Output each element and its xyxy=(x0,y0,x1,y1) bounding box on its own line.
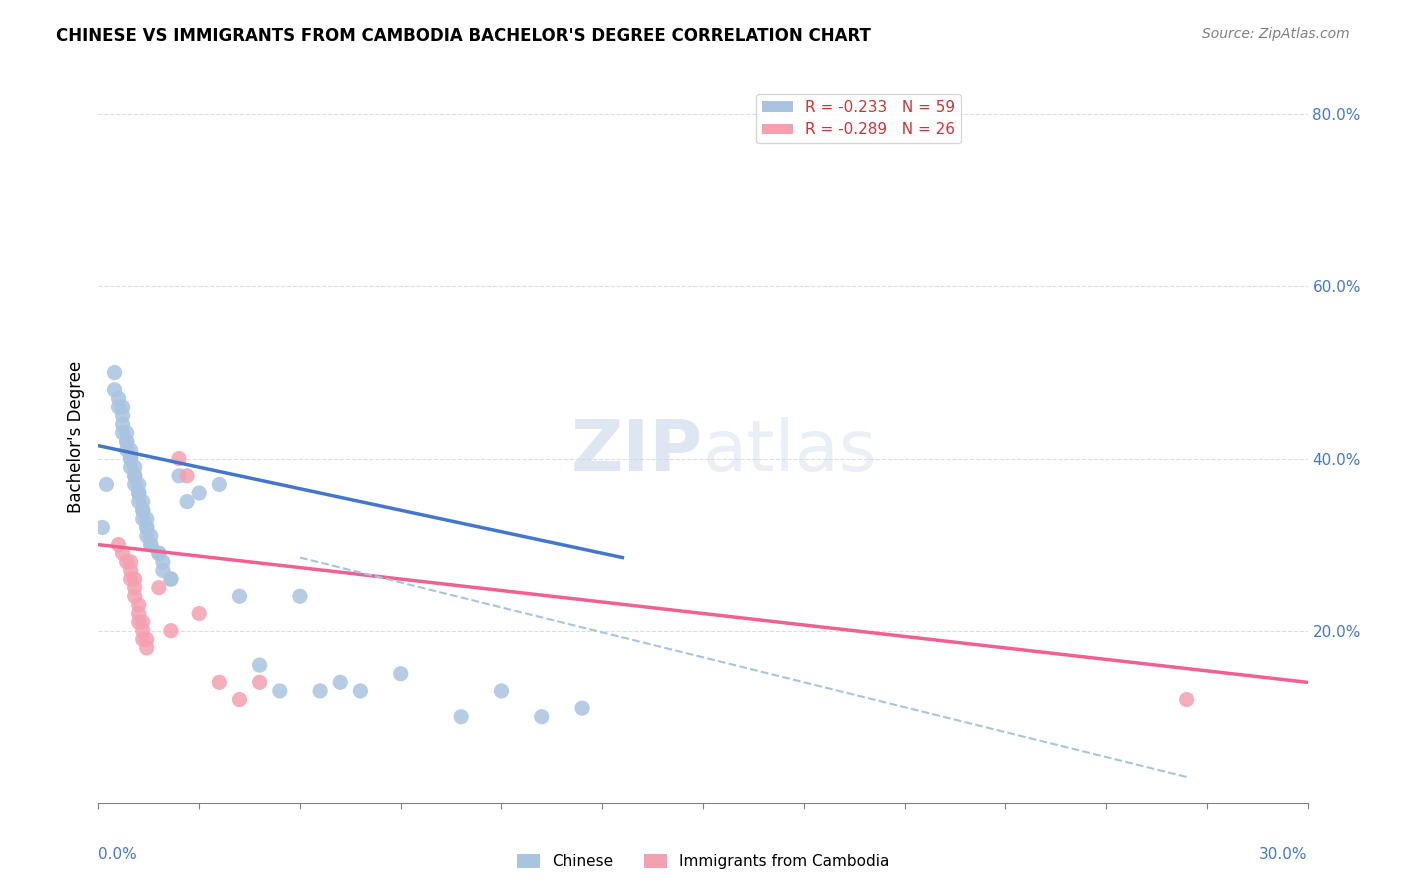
Point xyxy=(139,538,162,552)
Point xyxy=(139,529,162,543)
Point xyxy=(115,442,138,457)
Point xyxy=(152,564,174,578)
Point xyxy=(188,607,211,621)
Y-axis label: Bachelor's Degree: Bachelor's Degree xyxy=(66,361,84,513)
Text: CHINESE VS IMMIGRANTS FROM CAMBODIA BACHELOR'S DEGREE CORRELATION CHART: CHINESE VS IMMIGRANTS FROM CAMBODIA BACH… xyxy=(56,27,872,45)
Point xyxy=(124,468,146,483)
Point xyxy=(176,494,198,508)
Point xyxy=(349,684,371,698)
Point xyxy=(309,684,332,698)
Point xyxy=(132,632,155,647)
Point xyxy=(132,494,155,508)
Point xyxy=(120,451,142,466)
Point xyxy=(124,460,146,475)
Point xyxy=(132,503,155,517)
Text: Source: ZipAtlas.com: Source: ZipAtlas.com xyxy=(1202,27,1350,41)
Point xyxy=(135,512,157,526)
Point xyxy=(107,538,129,552)
Point xyxy=(128,598,150,612)
Text: atlas: atlas xyxy=(703,417,877,486)
Point xyxy=(249,658,271,673)
Point xyxy=(111,400,134,414)
Point xyxy=(128,607,150,621)
Point xyxy=(103,383,125,397)
Point xyxy=(115,425,138,440)
Point xyxy=(1175,692,1198,706)
Point xyxy=(491,684,513,698)
Point xyxy=(111,546,134,560)
Point xyxy=(107,400,129,414)
Point xyxy=(135,529,157,543)
Point xyxy=(148,581,170,595)
Point xyxy=(111,417,134,432)
Point xyxy=(269,684,291,698)
Point xyxy=(124,581,146,595)
Point xyxy=(530,710,553,724)
Point xyxy=(135,640,157,655)
Point xyxy=(124,477,146,491)
Point xyxy=(135,520,157,534)
Point xyxy=(96,477,118,491)
Text: ZIP: ZIP xyxy=(571,417,703,486)
Point xyxy=(228,589,250,603)
Point xyxy=(152,555,174,569)
Point xyxy=(132,615,155,629)
Point xyxy=(120,564,142,578)
Point xyxy=(120,451,142,466)
Point xyxy=(450,710,472,724)
Text: 30.0%: 30.0% xyxy=(1260,847,1308,862)
Point xyxy=(91,520,114,534)
Point xyxy=(111,425,134,440)
Legend: Chinese, Immigrants from Cambodia: Chinese, Immigrants from Cambodia xyxy=(510,848,896,875)
Point xyxy=(124,572,146,586)
Point xyxy=(148,546,170,560)
Point xyxy=(107,392,129,406)
Point xyxy=(128,494,150,508)
Point xyxy=(249,675,271,690)
Point xyxy=(188,486,211,500)
Point xyxy=(389,666,412,681)
Point xyxy=(132,512,155,526)
Point xyxy=(120,572,142,586)
Point xyxy=(208,675,231,690)
Point xyxy=(571,701,593,715)
Point xyxy=(115,555,138,569)
Point xyxy=(228,692,250,706)
Point xyxy=(115,434,138,449)
Point xyxy=(115,434,138,449)
Point xyxy=(160,572,183,586)
Point xyxy=(128,615,150,629)
Point xyxy=(148,546,170,560)
Point xyxy=(120,460,142,475)
Point xyxy=(176,468,198,483)
Legend: R = -0.233   N = 59, R = -0.289   N = 26: R = -0.233 N = 59, R = -0.289 N = 26 xyxy=(756,94,962,144)
Point xyxy=(329,675,352,690)
Point xyxy=(132,624,155,638)
Point xyxy=(124,589,146,603)
Point xyxy=(124,468,146,483)
Text: 0.0%: 0.0% xyxy=(98,847,138,862)
Point xyxy=(139,538,162,552)
Point xyxy=(160,572,183,586)
Point xyxy=(208,477,231,491)
Point xyxy=(167,451,190,466)
Point xyxy=(103,366,125,380)
Point xyxy=(128,486,150,500)
Point xyxy=(288,589,311,603)
Point xyxy=(135,520,157,534)
Point xyxy=(111,409,134,423)
Point xyxy=(160,624,183,638)
Point xyxy=(120,555,142,569)
Point xyxy=(128,477,150,491)
Point xyxy=(120,442,142,457)
Point xyxy=(167,468,190,483)
Point xyxy=(132,503,155,517)
Point xyxy=(135,632,157,647)
Point xyxy=(128,486,150,500)
